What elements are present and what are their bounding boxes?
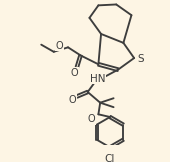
Text: O: O: [71, 68, 78, 78]
Text: Cl: Cl: [105, 154, 115, 162]
Text: O: O: [69, 95, 76, 105]
Text: O: O: [87, 114, 95, 124]
Text: O: O: [56, 40, 64, 51]
Text: HN: HN: [90, 74, 105, 84]
Text: S: S: [137, 54, 144, 64]
